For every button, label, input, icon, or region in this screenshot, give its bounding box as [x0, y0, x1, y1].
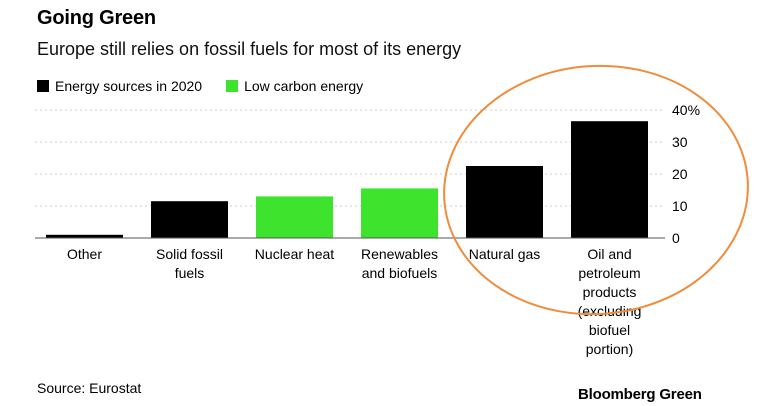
- x-category-label: Oil and petroleum products (excluding biofue…: [578, 246, 642, 357]
- x-category-label: Other: [67, 246, 102, 262]
- legend-label-low-carbon: Low carbon energy: [244, 78, 364, 94]
- x-category-label: Solid fossil fuels: [156, 246, 223, 281]
- legend-swatch-green: [226, 80, 239, 92]
- x-category-label: Nuclear heat: [255, 246, 334, 262]
- legend-item-low-carbon: Low carbon energy: [226, 78, 363, 94]
- y-tick-label: 10: [672, 198, 688, 214]
- bar: [151, 201, 228, 238]
- y-tick-label: 0: [672, 230, 680, 246]
- y-tick-label: 20: [672, 166, 688, 182]
- brand-logo: Bloomberg Green: [578, 386, 702, 403]
- legend-item-energy-sources: Energy sources in 2020: [37, 78, 202, 94]
- chart-subtitle: Europe still relies on fossil fuels for …: [37, 39, 462, 59]
- x-category-label: Natural gas: [469, 246, 541, 262]
- bar: [361, 188, 438, 238]
- legend-swatch-black: [37, 80, 49, 92]
- bar: [466, 166, 543, 238]
- bar: [46, 234, 123, 238]
- source-note: Source: Eurostat: [37, 380, 142, 396]
- bar: [571, 121, 648, 238]
- y-tick-label: 40%: [672, 102, 700, 118]
- x-category-label: Renewables and biofuels: [361, 246, 438, 281]
- bar: [256, 196, 333, 238]
- chart-title: Going Green: [37, 7, 156, 29]
- y-tick-label: 30: [672, 134, 688, 150]
- legend-label-energy-sources: Energy sources in 2020: [55, 78, 203, 94]
- highlight-ellipse: [443, 64, 749, 316]
- legend: Energy sources in 2020 Low carbon energy: [37, 78, 387, 94]
